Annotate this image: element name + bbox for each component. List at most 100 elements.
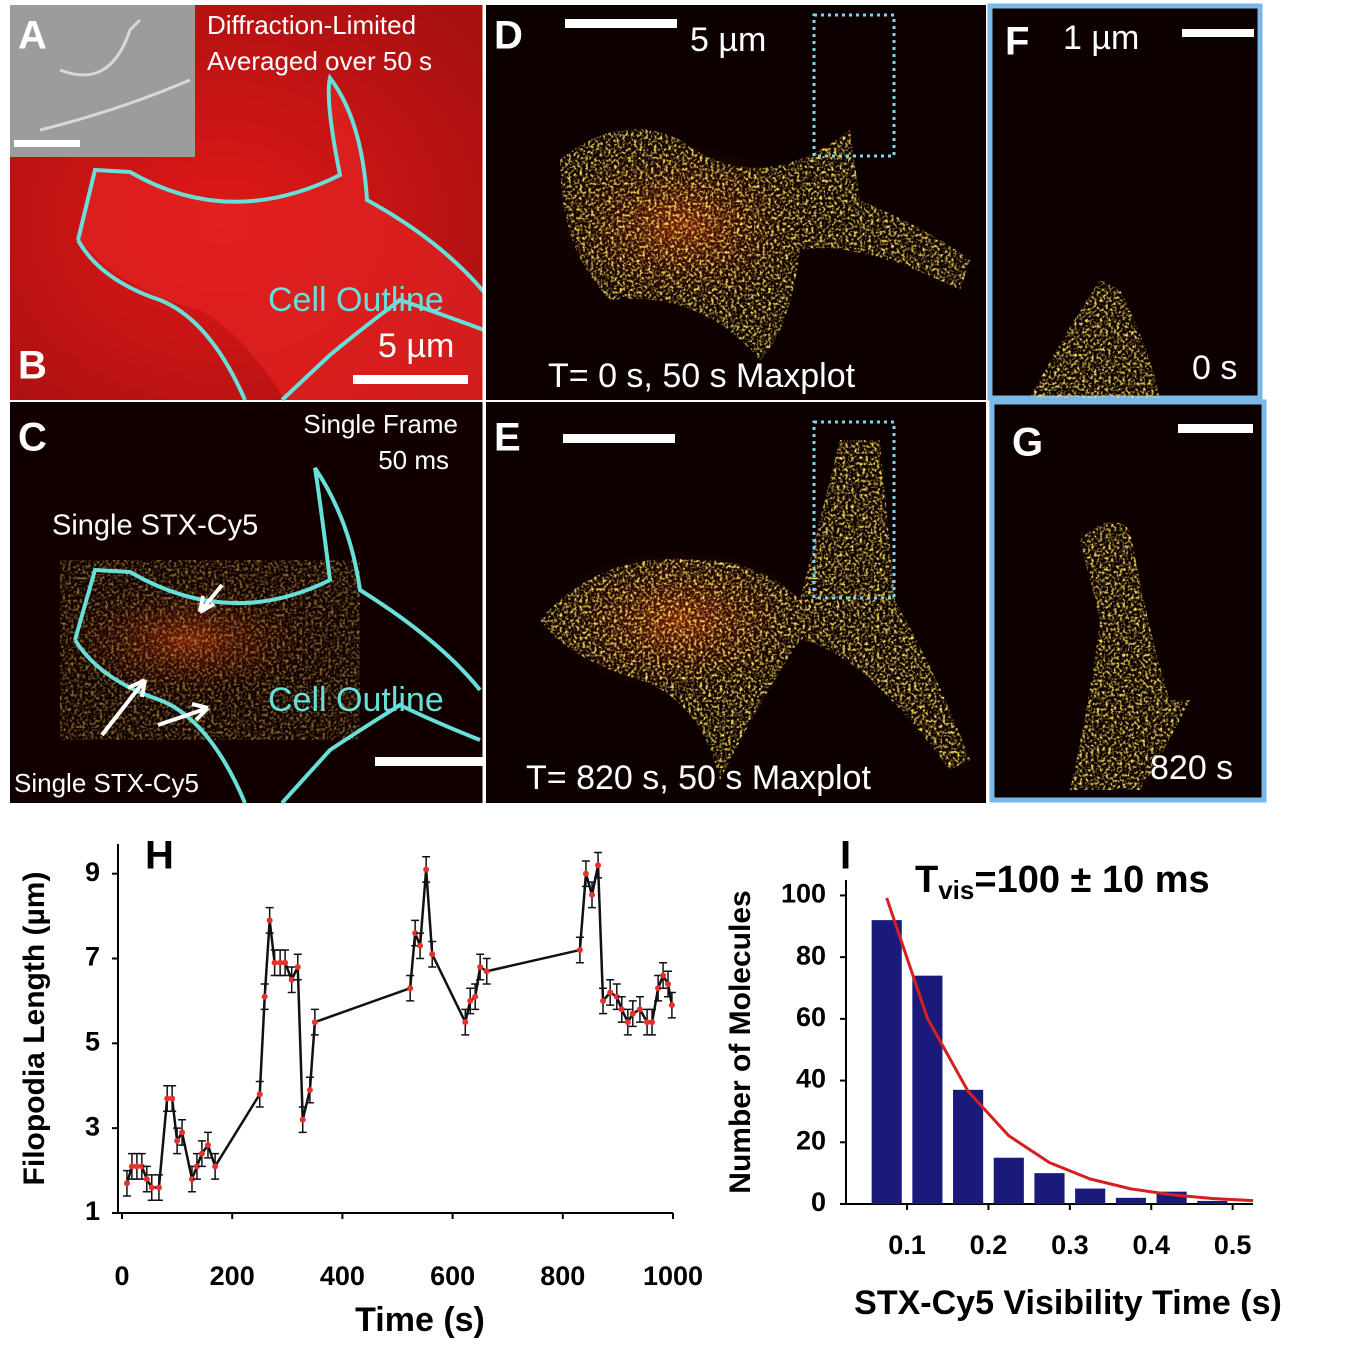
panel-label: B [18,344,47,388]
data-point [262,994,268,1000]
data-point [600,998,606,1004]
data-point [577,947,583,953]
data-point [300,1117,306,1123]
bar [1197,1201,1227,1204]
panel-label: H [145,834,174,878]
y-tick-label: 40 [796,1064,826,1094]
data-point [144,1176,150,1182]
data-point [212,1163,218,1169]
y-tick-label: 60 [796,1002,826,1032]
y-axis-label: Filopodia Length (µm) [18,872,51,1186]
caption: T= 820 s, 50 s Maxplot [526,759,871,797]
x-tick-label: 600 [430,1261,475,1291]
x-tick-label: 200 [210,1261,255,1291]
figure: A Diffraction-Limited Averaged over 50 s… [0,0,1351,1345]
annotation: Single STX-Cy5 [14,768,199,798]
panel-label: A [18,14,47,58]
scale-label: 5 µm [690,21,766,59]
data-point [149,1185,155,1191]
annotation: Single STX-Cy5 [52,510,258,542]
panel-label: F [1005,20,1029,64]
data-point [295,964,301,970]
scale-label: 1 µm [1063,19,1139,57]
data-point [267,917,273,923]
panel-e: E T= 820 s, 50 s Maxplot [486,402,986,803]
x-tick-label: 0 [114,1261,129,1291]
data-point [423,866,429,872]
data-point [199,1151,205,1157]
annotation: Diffraction-Limited [207,10,416,40]
chart-title: Tvis=100 ± 10 ms [915,859,1210,905]
scale-bar [353,375,468,384]
data-point [312,1019,318,1025]
panel-d: D 5 µm T= 0 s, 50 s Maxplot [486,5,986,400]
bar [994,1158,1024,1204]
x-axis-label: Time (s) [355,1301,485,1339]
data-point [625,1019,631,1025]
y-tick-label: 20 [796,1125,826,1155]
x-tick-label: 1000 [643,1261,703,1291]
scale-bar [1182,29,1254,37]
y-tick-label: 3 [85,1111,100,1141]
bar [1116,1198,1146,1204]
y-tick-label: 80 [796,940,826,970]
data-point [484,968,490,974]
data-point [595,862,601,868]
y-tick-label: 5 [85,1026,100,1056]
data-point [669,1002,675,1008]
panel-label: C [18,416,47,460]
page: {"panels": { "a": {"label": "A", "text1"… [0,0,1351,1345]
panel-label: I [840,834,851,878]
data-point [660,972,666,978]
data-point [169,1095,175,1101]
data-point [282,960,288,966]
data-point [583,871,589,877]
annotation: Averaged over 50 s [207,46,432,76]
bar [912,976,942,1204]
bar [1034,1173,1064,1204]
data-point [124,1180,130,1186]
data-point [637,1006,643,1012]
panel-label: G [1012,421,1043,465]
data-point [272,960,278,966]
x-tick-label: 0.2 [970,1230,1008,1260]
data-point [179,1129,185,1135]
data-point [407,985,413,991]
scale-bar [565,19,677,28]
scale-bar [1178,424,1253,433]
y-tick-label: 100 [781,879,826,909]
scale-bar [375,757,487,766]
y-tick-label: 0 [811,1187,826,1217]
x-tick-label: 0.4 [1132,1230,1170,1260]
title-part: =100 ± 10 ms [974,859,1209,901]
panel-c: C Single Frame 50 ms Single STX-Cy5 Cell… [10,402,487,803]
data-point [257,1091,263,1097]
x-tick-label: 800 [540,1261,585,1291]
bar [1075,1189,1105,1204]
data-point [467,998,473,1004]
x-axis-label: STX-Cy5 Visibility Time (s) [854,1284,1282,1322]
title-part: T [915,859,938,901]
data-point [174,1138,180,1144]
x-tick-label: 0.3 [1051,1230,1089,1260]
data-point [417,943,423,949]
data-point [589,892,595,898]
x-tick-label: 0.1 [888,1230,926,1260]
scale-label: 5 µm [378,327,454,365]
annotation: Cell Outline [268,281,444,319]
y-tick-label: 1 [85,1196,100,1226]
bar [953,1090,983,1204]
caption: 0 s [1192,349,1237,387]
caption: T= 0 s, 50 s Maxplot [548,357,856,395]
data-point [477,964,483,970]
data-point [429,951,435,957]
data-point [462,1019,468,1025]
data-point [307,1087,313,1093]
annotation: Cell Outline [268,681,444,719]
data-point [665,981,671,987]
panel-ab: A Diffraction-Limited Averaged over 50 s… [10,5,484,400]
data-point [607,989,613,995]
bar [872,920,902,1204]
y-tick-label: 9 [85,857,100,887]
